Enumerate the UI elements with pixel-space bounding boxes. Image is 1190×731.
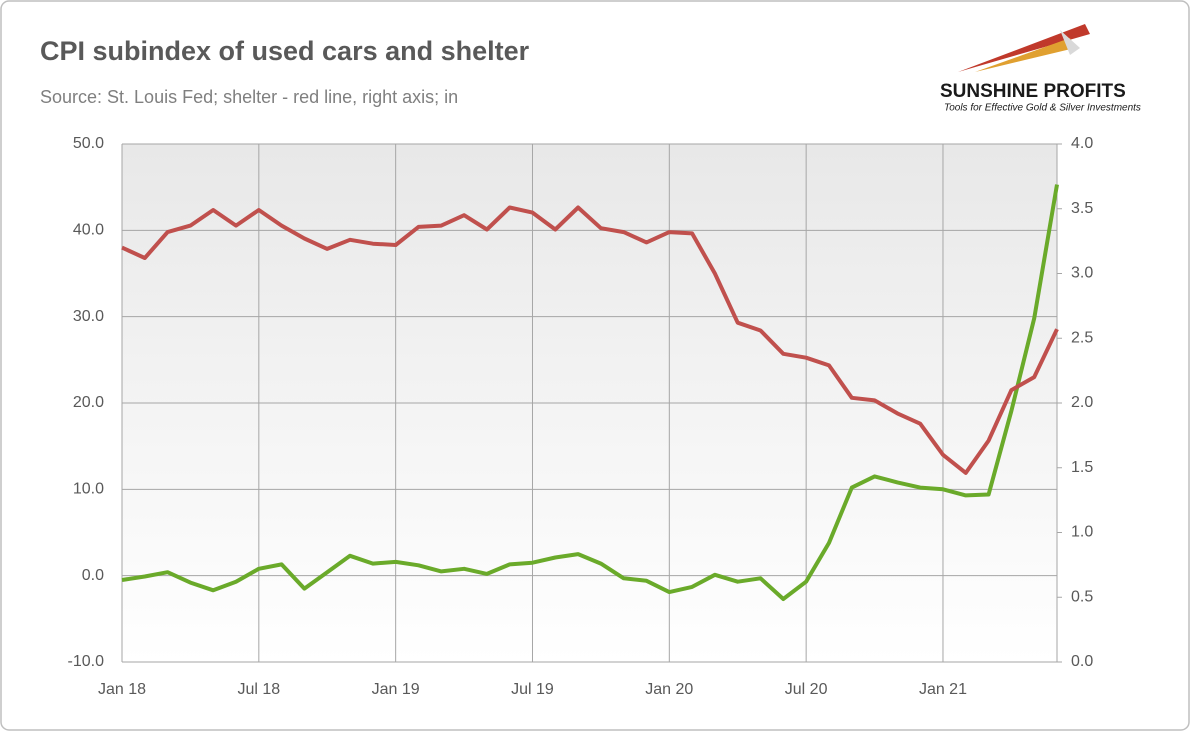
y2-tick-label: 1.5: [1071, 459, 1093, 476]
x-tick-label: Jan 19: [372, 681, 420, 698]
y-tick-label: -10.0: [68, 653, 105, 670]
y-tick-label: 30.0: [73, 308, 104, 325]
logo-swoosh: [975, 38, 1075, 72]
y-tick-label: 50.0: [73, 135, 104, 152]
x-tick-label: Jan 21: [919, 681, 967, 698]
y-tick-label: 20.0: [73, 394, 104, 411]
y2-tick-label: 3.0: [1071, 265, 1093, 282]
x-tick-label: Jul 18: [237, 681, 280, 698]
y2-tick-label: 4.0: [1071, 135, 1093, 152]
series-line: [121, 205, 1059, 475]
series-line: [121, 184, 1059, 601]
x-tick-label: Jan 20: [645, 681, 693, 698]
logo-swoosh: [958, 24, 1090, 72]
chart-subtitle: Source: St. Louis Fed; shelter - red lin…: [40, 87, 458, 107]
logo-swoosh: [1060, 30, 1080, 55]
x-tick-label: Jan 18: [98, 681, 146, 698]
y2-tick-label: 0.0: [1071, 653, 1093, 670]
x-tick-label: Jul 19: [511, 681, 554, 698]
logo: SUNSHINE PROFITS Tools for Effective Gol…: [940, 24, 1141, 114]
y-tick-label: 40.0: [73, 222, 104, 239]
logo-name: SUNSHINE PROFITS: [940, 81, 1126, 102]
y-tick-label: 10.0: [73, 481, 104, 498]
y-tick-label: 0.0: [82, 567, 104, 584]
y2-tick-label: 2.0: [1071, 394, 1093, 411]
y2-tick-label: 1.0: [1071, 524, 1093, 541]
chart-title: CPI subindex of used cars and shelter: [40, 36, 530, 66]
y2-tick-label: 3.5: [1071, 200, 1093, 217]
logo-tagline: Tools for Effective Gold & Silver Invest…: [944, 103, 1141, 114]
x-tick-label: Jul 20: [785, 681, 828, 698]
y2-tick-label: 2.5: [1071, 329, 1093, 346]
y2-tick-label: 0.5: [1071, 588, 1093, 605]
